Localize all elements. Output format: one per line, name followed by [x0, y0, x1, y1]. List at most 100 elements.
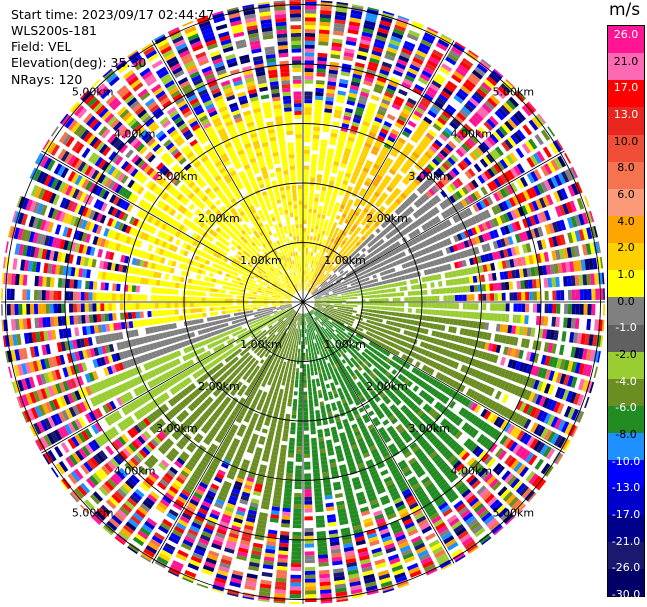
velocity-gate	[426, 59, 438, 68]
velocity-gate	[312, 268, 316, 273]
velocity-gate	[322, 274, 327, 279]
velocity-gate	[316, 72, 326, 77]
velocity-gate	[417, 103, 427, 112]
velocity-gate	[293, 508, 302, 513]
velocity-gate	[303, 368, 307, 373]
velocity-gate	[492, 131, 502, 142]
velocity-gate	[321, 412, 327, 418]
velocity-gate	[315, 515, 325, 520]
velocity-gate	[313, 277, 317, 282]
velocity-gate	[311, 441, 318, 446]
velocity-gate	[318, 393, 323, 399]
velocity-gate	[535, 199, 543, 210]
velocity-gate	[453, 319, 458, 326]
velocity-gate	[318, 229, 322, 235]
velocity-gate	[291, 543, 302, 548]
velocity-gate	[435, 288, 440, 295]
velocity-gate	[322, 280, 326, 284]
velocity-gate	[347, 314, 352, 318]
velocity-gate	[319, 282, 324, 287]
velocity-gate	[390, 179, 398, 187]
velocity-gate	[336, 98, 345, 104]
velocity-gate	[279, 412, 285, 418]
velocity-gate	[374, 317, 380, 322]
velocity-gate	[445, 279, 451, 286]
velocity-gate	[449, 318, 455, 325]
velocity-gate	[336, 1, 349, 6]
velocity-gate	[480, 211, 488, 220]
velocity-gate	[349, 302, 354, 305]
velocity-gate	[533, 185, 541, 196]
velocity-gate	[351, 232, 357, 238]
velocity-gate	[497, 313, 502, 322]
velocity-gate	[337, 256, 342, 262]
velocity-gate	[304, 68, 314, 73]
velocity-gate	[327, 268, 332, 273]
velocity-gate	[335, 202, 340, 208]
velocity-gate	[536, 291, 541, 301]
velocity-gate	[327, 81, 337, 87]
velocity-gate	[288, 449, 295, 454]
velocity-gate	[338, 300, 342, 302]
velocity-gate	[304, 551, 315, 556]
velocity-gate	[444, 127, 454, 136]
velocity-gate	[388, 231, 394, 238]
velocity-gate	[333, 305, 338, 308]
velocity-gate	[446, 238, 452, 246]
velocity-gate	[326, 191, 332, 197]
velocity-gate	[367, 263, 373, 268]
velocity-gate	[280, 523, 290, 528]
velocity-gate	[305, 340, 308, 345]
velocity-gate	[293, 504, 302, 509]
velocity-gate	[295, 469, 302, 474]
velocity-gate	[310, 290, 314, 294]
velocity-gate	[337, 251, 342, 257]
velocity-gate	[292, 531, 302, 536]
velocity-gate	[276, 573, 287, 579]
velocity-gate	[313, 347, 316, 352]
velocity-gate	[405, 186, 413, 194]
velocity-gate	[603, 288, 605, 300]
velocity-gate	[320, 259, 324, 264]
velocity-gate	[348, 92, 358, 99]
velocity-gate	[397, 195, 405, 202]
velocity-gate	[348, 221, 354, 227]
velocity-gate	[319, 25, 330, 31]
velocity-gate	[305, 5, 317, 10]
velocity-gate	[337, 292, 342, 295]
velocity-gate	[277, 554, 288, 559]
velocity-gate	[322, 299, 327, 301]
velocity-gate	[350, 318, 355, 322]
velocity-gate	[510, 134, 520, 145]
velocity-gate	[331, 225, 336, 231]
velocity-gate	[303, 235, 306, 240]
velocity-gate	[442, 221, 449, 229]
velocity-gate	[321, 279, 325, 283]
velocity-gate	[311, 445, 318, 450]
velocity-gate	[473, 284, 479, 292]
velocity-gate	[368, 227, 375, 233]
velocity-gate	[365, 16, 377, 23]
velocity-gate	[500, 83, 512, 94]
velocity-gate	[557, 172, 566, 185]
velocity-gate	[333, 113, 342, 119]
velocity-gate	[338, 268, 343, 273]
velocity-gate	[399, 258, 405, 264]
velocity-gate	[340, 253, 345, 259]
velocity-gate	[304, 461, 311, 466]
velocity-gate	[315, 289, 319, 293]
velocity-gate	[578, 274, 584, 286]
velocity-gate	[441, 110, 452, 120]
velocity-gate	[308, 271, 311, 276]
velocity-gate	[311, 379, 316, 384]
velocity-gate	[410, 90, 421, 99]
velocity-gate	[380, 294, 385, 298]
velocity-gate	[330, 265, 335, 270]
velocity-gate	[483, 121, 494, 132]
velocity-gate	[499, 214, 507, 224]
velocity-gate	[359, 128, 368, 135]
velocity-gate	[389, 150, 398, 158]
velocity-gate	[416, 126, 426, 134]
velocity-gate	[320, 277, 324, 282]
velocity-gate	[513, 208, 521, 218]
